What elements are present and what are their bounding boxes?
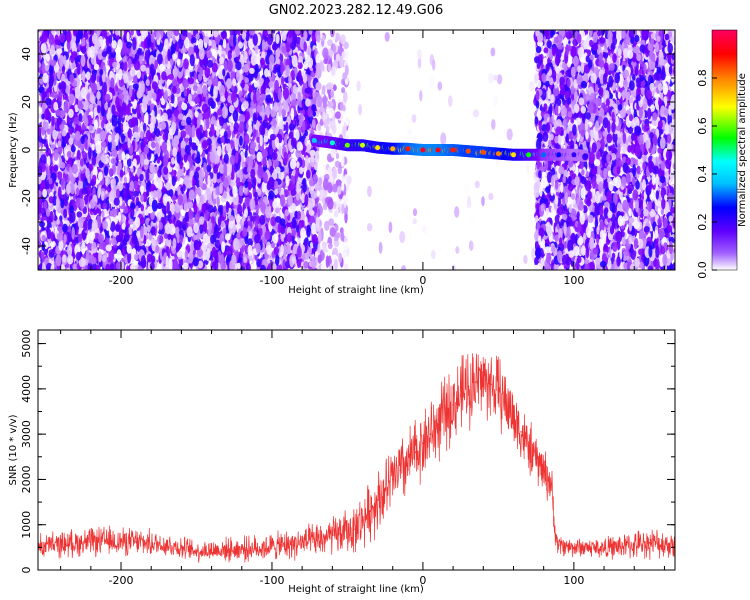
spectrogram-noise-layer (38, 30, 675, 270)
noise-cell (253, 129, 257, 138)
noise-cell (206, 164, 212, 173)
noise-cell (290, 229, 297, 237)
noise-cell (273, 64, 278, 74)
noise-cell (248, 84, 253, 93)
noise-cell (185, 69, 190, 76)
figure-title: GN02.2023.282.12.49.G06 (269, 3, 444, 18)
noise-cell (182, 262, 189, 270)
noise-cell (237, 30, 241, 36)
noise-cell (273, 246, 280, 256)
